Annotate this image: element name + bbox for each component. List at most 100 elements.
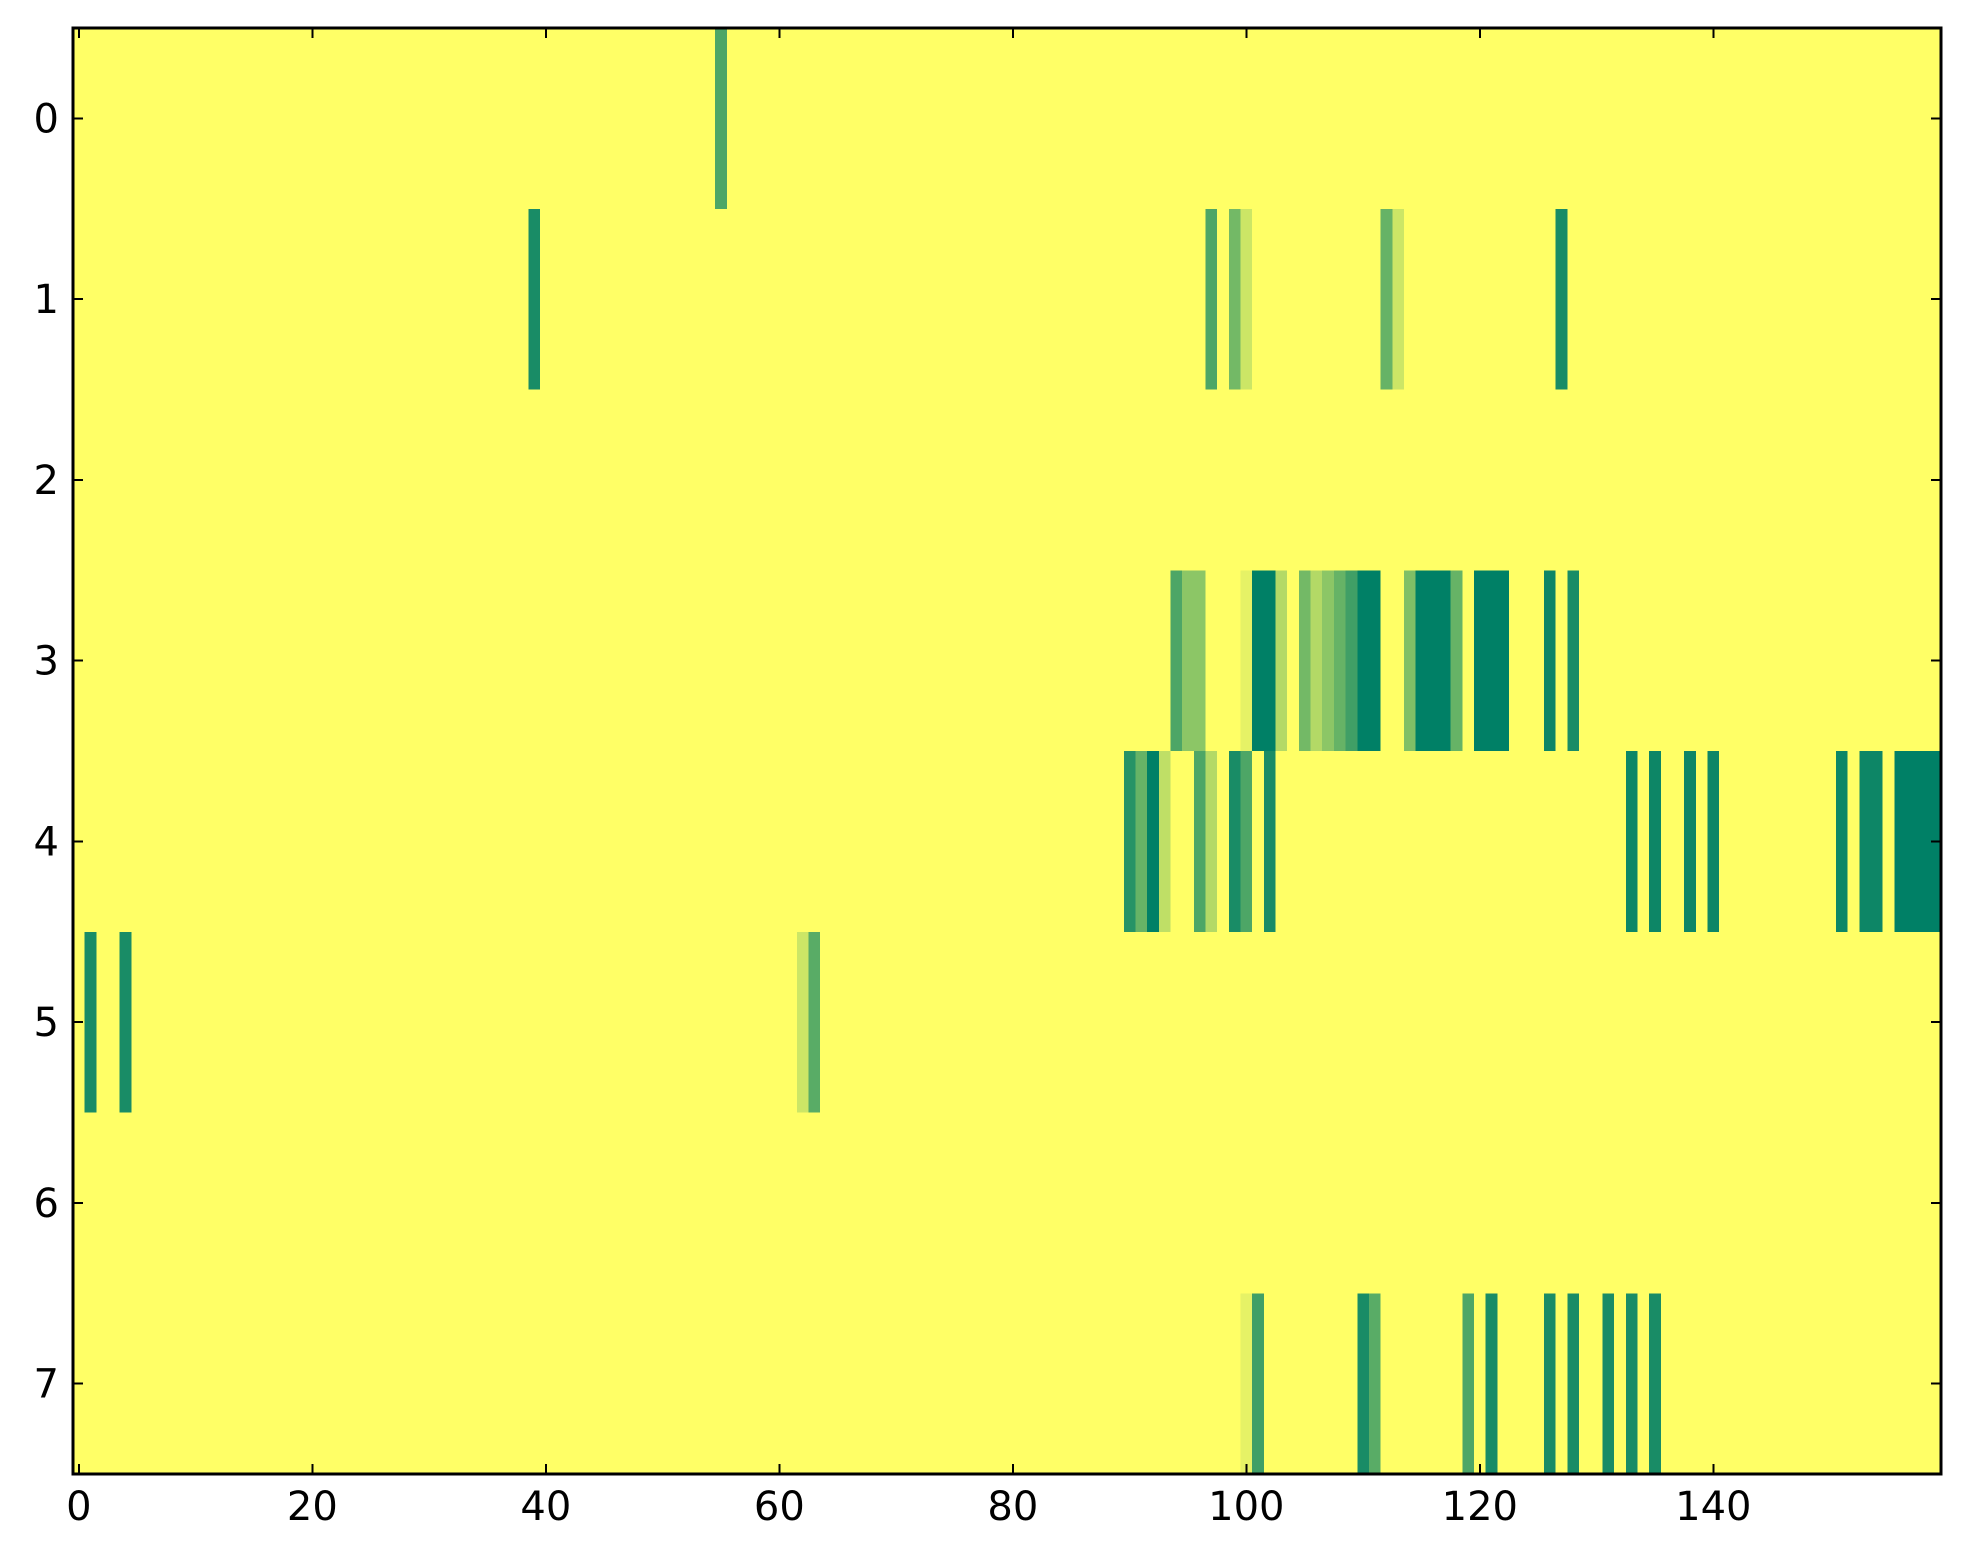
heatmap-cell — [726, 389, 740, 571]
heatmap-cell — [890, 28, 903, 210]
heatmap-cell — [1380, 389, 1393, 571]
heatmap-cell — [294, 1293, 308, 1475]
heatmap-cell — [610, 208, 623, 391]
heatmap-cell — [1800, 1293, 1814, 1475]
heatmap-cell — [551, 751, 564, 933]
heatmap-cell — [680, 931, 693, 1114]
heatmap-cell — [948, 28, 961, 210]
heatmap-cell — [1730, 931, 1744, 1114]
heatmap-cell — [1158, 1112, 1172, 1294]
heatmap-cell — [248, 1293, 261, 1475]
heatmap-cell — [1905, 1293, 1919, 1475]
heatmap-cell — [703, 208, 716, 391]
heatmap-cell — [656, 1293, 670, 1475]
heatmap-cell — [96, 389, 109, 571]
heatmap-cell — [294, 570, 308, 752]
heatmap-cell — [1333, 570, 1347, 752]
heatmap-cell — [1438, 1293, 1452, 1475]
heatmap-cell — [318, 570, 331, 752]
heatmap-cell — [1800, 389, 1814, 571]
heatmap-cell — [364, 931, 378, 1114]
heatmap-cell — [1847, 208, 1860, 391]
heatmap-cell — [353, 389, 366, 571]
heatmap-cell — [493, 1112, 506, 1294]
heatmap-cell — [1532, 1112, 1545, 1294]
y-tick-label: 5 — [34, 1000, 59, 1046]
heatmap-cell — [1660, 931, 1674, 1114]
heatmap-cell — [621, 931, 634, 1114]
heatmap-cell — [143, 570, 156, 752]
heatmap-cell — [1112, 1112, 1125, 1294]
heatmap-cell — [1380, 28, 1393, 210]
heatmap-cell — [1182, 751, 1195, 933]
heatmap-cell — [820, 570, 833, 752]
heatmap-cell — [1695, 931, 1709, 1114]
heatmap-cell — [224, 208, 238, 391]
heatmap-cell — [1427, 1112, 1440, 1294]
heatmap-cell — [586, 570, 599, 752]
heatmap-cell — [329, 208, 343, 391]
heatmap-cell — [1217, 931, 1230, 1114]
heatmap-cell — [1217, 1112, 1230, 1294]
heatmap-cell — [446, 28, 459, 210]
heatmap-cell — [434, 1293, 448, 1475]
x-tick-label: 0 — [66, 1484, 91, 1530]
heatmap-cell — [1217, 208, 1230, 391]
heatmap-cell — [1112, 570, 1125, 752]
heatmap-cell — [1053, 28, 1066, 210]
heatmap-cell — [1625, 28, 1639, 210]
heatmap-cell — [878, 570, 891, 752]
heatmap-cell — [1637, 570, 1650, 752]
heatmap-cell — [1497, 570, 1510, 752]
heatmap-cell — [1275, 389, 1288, 571]
heatmap-cell — [796, 1112, 810, 1294]
heatmap-cell — [551, 28, 564, 210]
heatmap-cell — [773, 389, 786, 571]
heatmap-cell — [715, 1293, 728, 1475]
heatmap-cell — [1555, 751, 1568, 933]
heatmap-cell — [353, 1112, 366, 1294]
heatmap-cell — [1847, 931, 1860, 1114]
heatmap-cell — [1077, 751, 1090, 933]
heatmap-cell — [201, 1293, 214, 1475]
heatmap-cell — [1450, 208, 1463, 391]
heatmap-cell — [1217, 389, 1230, 571]
heatmap-cell — [1835, 208, 1849, 391]
heatmap-cell — [1228, 1293, 1242, 1475]
heatmap-cell — [656, 931, 670, 1114]
x-tick-label: 60 — [754, 1484, 805, 1530]
heatmap-cell — [1322, 570, 1335, 752]
heatmap-cell — [1263, 389, 1277, 571]
heatmap-cell — [680, 389, 693, 571]
heatmap-cell — [1660, 570, 1674, 752]
heatmap-cell — [1415, 1112, 1428, 1294]
heatmap-cell — [1590, 1293, 1604, 1475]
heatmap-cell — [1567, 389, 1580, 571]
heatmap-cell — [1870, 751, 1884, 933]
heatmap-cell — [1193, 28, 1207, 210]
heatmap-cell — [248, 570, 261, 752]
heatmap-cell — [1205, 1293, 1218, 1475]
heatmap-cell — [1637, 208, 1650, 391]
heatmap-cell — [1754, 751, 1767, 933]
heatmap-cell — [1298, 1293, 1312, 1475]
heatmap-cell — [761, 28, 775, 210]
heatmap-cell — [691, 389, 705, 571]
heatmap-cell — [1263, 570, 1277, 752]
heatmap-cell — [960, 751, 973, 933]
heatmap-cell — [1824, 389, 1837, 571]
heatmap-cell — [376, 1112, 389, 1294]
heatmap-cell — [633, 931, 646, 1114]
heatmap-cell — [1205, 208, 1218, 391]
heatmap-cell — [901, 570, 915, 752]
heatmap-cell — [1263, 1293, 1277, 1475]
heatmap-cell — [878, 208, 891, 391]
heatmap-cell — [1812, 208, 1825, 391]
heatmap-cell — [1625, 1293, 1639, 1475]
heatmap-cell — [1754, 570, 1767, 752]
heatmap-cell — [306, 751, 319, 933]
heatmap-cell — [563, 931, 576, 1114]
heatmap-cell — [1287, 570, 1300, 752]
heatmap-cell — [913, 931, 926, 1114]
heatmap-cell — [913, 28, 926, 210]
